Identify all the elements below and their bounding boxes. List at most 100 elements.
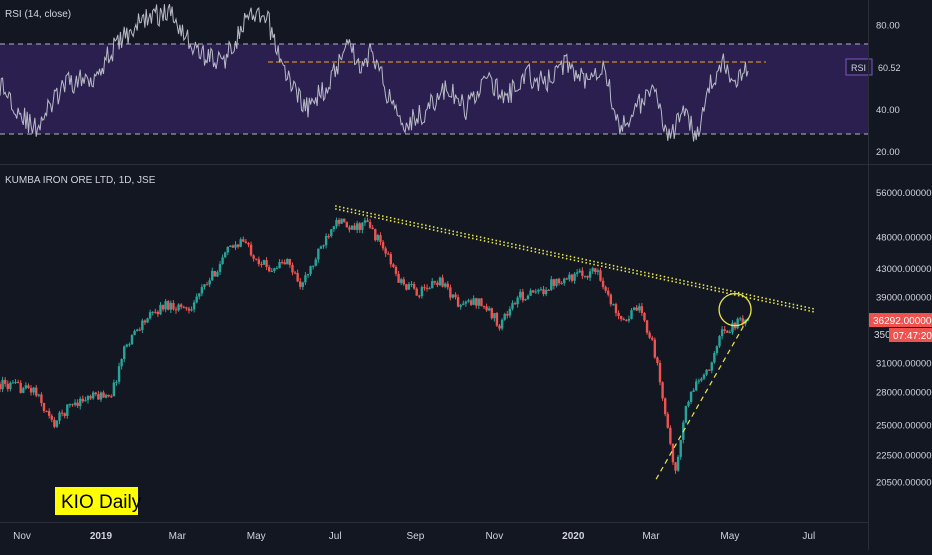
candle-body: [353, 225, 356, 230]
last-price-badge: [869, 313, 932, 327]
candle-body: [397, 273, 400, 283]
candle-body: [607, 290, 610, 295]
trendline-resistance-2: [335, 208, 815, 313]
price-tick-label: 56000.00000: [876, 188, 931, 199]
candle-body: [174, 309, 178, 311]
candle-body: [689, 391, 693, 402]
candle-body: [29, 388, 33, 393]
candle-body: [531, 290, 535, 293]
candle-body: [363, 220, 367, 223]
candle-body: [223, 252, 227, 258]
candle-body: [669, 427, 672, 444]
candle-body: [167, 301, 170, 310]
candle-body: [350, 225, 354, 230]
candle-body: [133, 330, 136, 335]
candle-body: [86, 396, 90, 401]
candle-body: [534, 291, 537, 293]
candle-body: [614, 304, 618, 313]
candle-body: [446, 283, 449, 288]
candle-body: [467, 300, 470, 302]
candle-body: [35, 387, 38, 396]
candle-body: [402, 279, 405, 285]
candle-body: [247, 243, 250, 245]
candle-body: [464, 301, 468, 304]
candle-body: [293, 272, 297, 274]
candle-body: [37, 394, 41, 396]
candle-body: [407, 284, 411, 290]
candle-body: [102, 392, 105, 398]
candle-body: [267, 267, 271, 272]
candle-body: [506, 313, 509, 316]
candle-body: [588, 271, 592, 278]
candle-body: [40, 394, 43, 404]
candle-body: [117, 366, 121, 382]
candle-body: [159, 304, 162, 315]
candle-body: [324, 235, 328, 246]
candle-body: [500, 319, 504, 329]
candle-body: [645, 320, 649, 333]
candle-body: [741, 318, 745, 325]
candle-body: [578, 270, 581, 273]
candle-body: [601, 280, 605, 287]
candle-body: [728, 332, 732, 334]
candle-body: [319, 246, 323, 249]
candle-body: [583, 275, 587, 277]
candle-body: [9, 382, 12, 389]
rsi-tick-label: 20.00: [876, 147, 900, 158]
candle-body: [68, 404, 72, 406]
candle-body: [135, 329, 139, 331]
candle-body: [469, 300, 473, 305]
candle-body: [425, 287, 429, 289]
candle-body: [389, 254, 393, 265]
time-tick-label: May: [247, 531, 266, 542]
candle-body: [148, 312, 152, 319]
candle-body: [648, 332, 651, 338]
candle-body: [262, 260, 266, 265]
candle-body: [125, 344, 129, 347]
price-tick-label: 39000.00000: [876, 292, 931, 303]
candle-body: [454, 294, 457, 298]
candle-body: [337, 219, 341, 224]
candle-body: [317, 248, 320, 260]
candle-body: [661, 382, 664, 399]
rsi-tick-label: 80.00: [876, 21, 900, 32]
candle-body: [138, 329, 141, 331]
candle-body: [94, 392, 97, 395]
candle-body: [713, 353, 716, 363]
candle-body: [622, 318, 625, 321]
candle-body: [47, 411, 51, 416]
candle-body: [190, 309, 193, 311]
candle-body: [415, 288, 418, 296]
candle-body: [519, 291, 522, 298]
highlight-circle: [718, 292, 752, 327]
candle-body: [384, 248, 387, 254]
candle-body: [640, 306, 644, 313]
candle-body: [260, 263, 263, 265]
candle-body: [594, 268, 597, 272]
candle-body: [330, 229, 333, 237]
candle-body: [192, 302, 196, 310]
candle-body: [671, 443, 675, 463]
candle-body: [218, 263, 222, 272]
candle-body: [213, 270, 217, 277]
candle-body: [299, 281, 302, 287]
time-tick-label: Nov: [13, 531, 31, 542]
candle-body: [143, 320, 147, 323]
candle-body: [0, 384, 2, 390]
candle-body: [508, 308, 512, 316]
candle-body: [482, 306, 486, 308]
candle-body: [557, 278, 561, 284]
time-tick-label: Jul: [329, 531, 342, 542]
candle-body: [625, 320, 628, 322]
candle-body: [182, 306, 185, 308]
candle-body: [643, 312, 646, 321]
candle-body: [503, 313, 506, 320]
candle-body: [110, 396, 113, 398]
candle-body: [76, 402, 79, 406]
candle-body: [456, 297, 460, 307]
candle-body: [387, 253, 390, 255]
candle-body: [1, 379, 4, 390]
rsi-value-label-box: [845, 58, 873, 76]
candle-body: [50, 415, 53, 420]
candle-body: [433, 281, 437, 283]
